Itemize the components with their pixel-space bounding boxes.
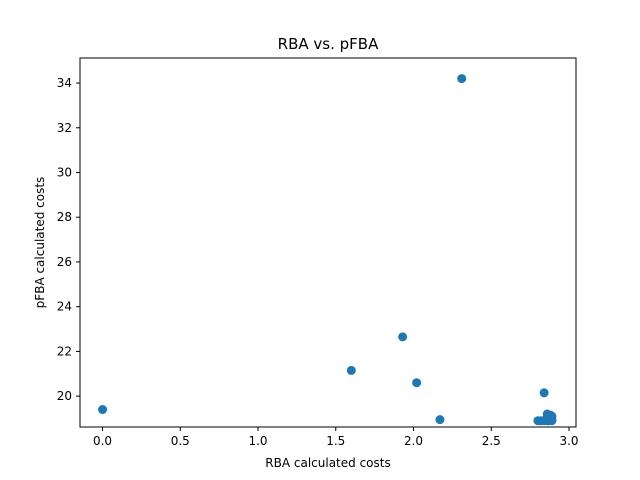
scatter-point	[398, 332, 408, 342]
y-tick-label: 34	[57, 76, 72, 90]
y-axis-label: pFBA calculated costs	[33, 177, 47, 309]
x-tick-label: 0.0	[93, 434, 112, 448]
y-tick-label: 28	[57, 210, 72, 224]
y-tick-label: 30	[57, 166, 72, 180]
x-tick-label: 1.0	[248, 434, 267, 448]
scatter-point	[412, 378, 422, 388]
plot-frame	[79, 57, 577, 428]
y-tick-label: 24	[57, 300, 72, 314]
x-axis-ticks: 0.0 0.5 1.0 1.5 2.0 2.5 3.0	[93, 427, 579, 448]
scatter-point	[457, 74, 467, 84]
y-tick-label: 22	[57, 344, 72, 358]
x-axis-label: RBA calculated costs	[265, 456, 390, 470]
y-tick-label: 20	[57, 389, 72, 403]
scatter-point	[539, 388, 549, 398]
x-tick-label: 2.5	[482, 434, 501, 448]
y-tick-label: 26	[57, 255, 72, 269]
x-tick-label: 2.0	[404, 434, 423, 448]
x-tick-label: 3.0	[559, 434, 578, 448]
scatter-point	[547, 415, 557, 425]
y-axis-ticks: 20 22 24 26 28 30 32 34	[57, 76, 80, 403]
scatter-point	[346, 365, 356, 375]
y-tick-label: 32	[57, 121, 72, 135]
scatter-points-layer	[98, 74, 557, 426]
x-tick-label: 1.5	[326, 434, 345, 448]
x-tick-label: 0.5	[171, 434, 190, 448]
scatter-point	[435, 415, 445, 425]
scatter-point	[98, 405, 108, 415]
chart-title: RBA vs. pFBA	[278, 35, 379, 53]
